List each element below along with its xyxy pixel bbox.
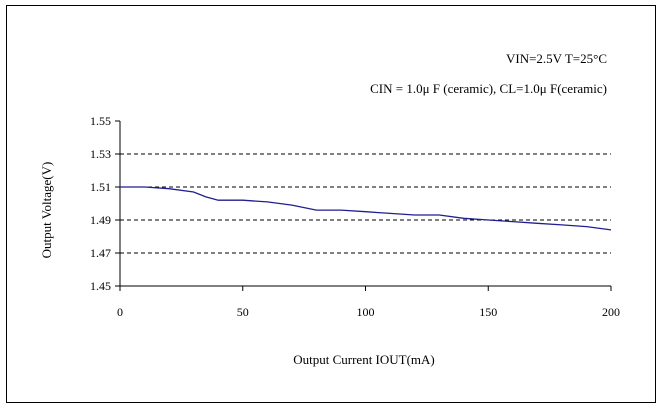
x-tick-label: 200: [602, 305, 620, 319]
y-tick-label: 1.53: [90, 147, 111, 161]
series-group: [120, 186, 612, 231]
y-tick-label: 1.55: [90, 114, 111, 128]
chart-svg: 1.45 1.47 1.49 1.51 1.53 1.55 0 50 100 150 200 VIN…: [39, 51, 620, 367]
x-tick-label: 150: [479, 305, 497, 319]
y-axis-label: Output Voltage(V): [39, 162, 54, 259]
x-tick-label: 100: [357, 305, 375, 319]
x-tick-label: 0: [117, 305, 123, 319]
series-line: [120, 186, 612, 231]
annotation-capacitors: CIN = 1.0μ F (ceramic), CL=1.0μ F(cerami…: [370, 81, 607, 96]
x-tick-label: 50: [237, 305, 249, 319]
y-tick-label: 1.51: [90, 180, 111, 194]
y-tick-label: 1.45: [90, 279, 111, 293]
x-axis-label: Output Current IOUT(mA): [293, 352, 435, 367]
grid-lines: [120, 153, 611, 254]
annotation-conditions: VIN=2.5V T=25°C: [506, 51, 607, 66]
y-tick-label: 1.47: [90, 246, 111, 260]
axis-ticks: 1.45 1.47 1.49 1.51 1.53 1.55 0 50 100 150 200: [90, 114, 620, 319]
y-tick-label: 1.49: [90, 213, 111, 227]
chart-frame: 1.45 1.47 1.49 1.51 1.53 1.55 0 50 100 150 200 VIN…: [6, 5, 656, 403]
